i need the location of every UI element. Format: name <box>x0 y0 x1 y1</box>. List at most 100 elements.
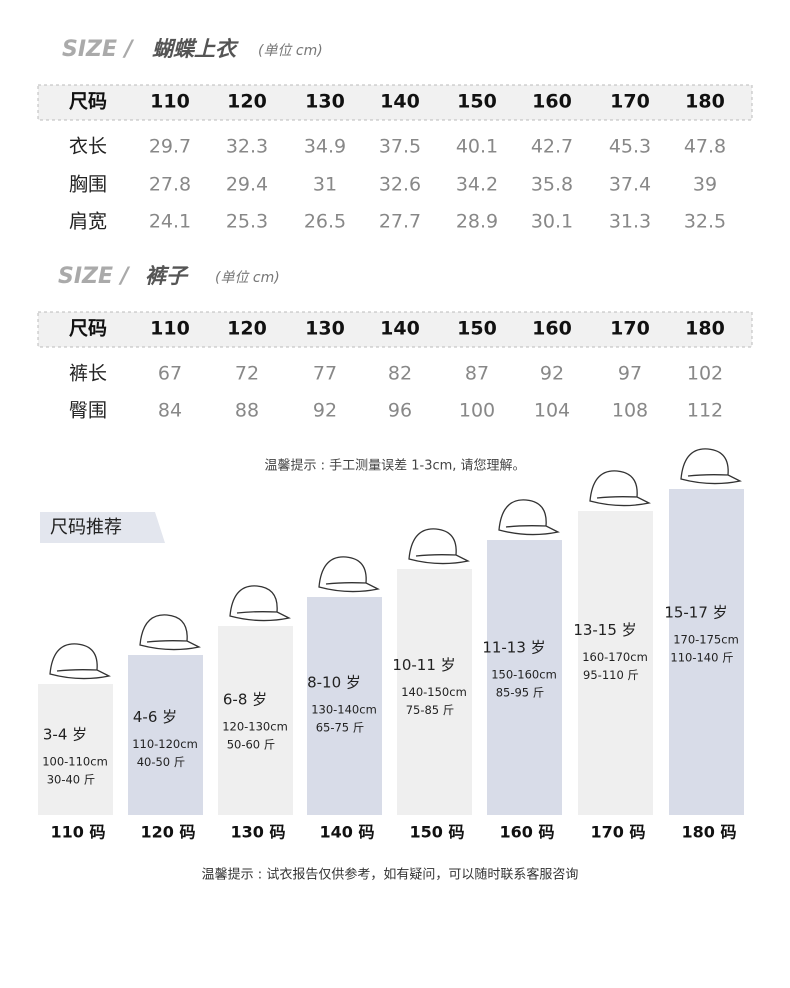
weight-range: 95-110 斤 <box>583 668 639 682</box>
header-cell: 130 <box>305 91 345 113</box>
cell: 100 <box>459 400 495 422</box>
height-range: 140-150cm <box>401 685 467 699</box>
cell: 92 <box>540 363 564 385</box>
row-label: 衣长 <box>69 136 107 158</box>
header-cell: 140 <box>380 91 420 113</box>
title-en: SIZE / <box>62 37 135 62</box>
hat-icon <box>229 585 291 622</box>
row-label: 裤长 <box>69 363 107 385</box>
title: 裤子 <box>145 264 189 288</box>
header-cell: 120 <box>227 318 267 340</box>
cell: 112 <box>687 400 723 422</box>
age: 6-8 岁 <box>223 691 267 709</box>
note: 温馨提示 : 试衣报告仅供参考，如有疑问，可以随时联系客服咨询 <box>202 867 579 883</box>
cell: 31 <box>313 174 337 196</box>
height-range: 130-140cm <box>311 702 377 716</box>
cell: 102 <box>687 363 723 385</box>
age: 11-13 岁 <box>482 639 545 657</box>
cell: 26.5 <box>304 211 346 233</box>
cell: 84 <box>158 400 182 422</box>
cell: 35.8 <box>531 174 573 196</box>
cell: 40.1 <box>456 136 498 158</box>
unit: (单位 cm) <box>215 270 280 286</box>
cell: 72 <box>235 363 259 385</box>
cell: 28.9 <box>456 211 498 233</box>
hat-icon <box>680 448 742 485</box>
note: 温馨提示 : 手工测量误差 1-3cm, 请您理解。 <box>264 458 525 474</box>
header-cell: 尺码 <box>69 91 107 113</box>
cell: 88 <box>235 400 259 422</box>
header-cell: 尺码 <box>69 318 107 340</box>
height-range: 170-175cm <box>673 633 739 647</box>
height-range: 150-160cm <box>491 668 557 682</box>
cell: 97 <box>618 363 642 385</box>
header-cell: 170 <box>610 91 650 113</box>
size-label: 110 码 <box>51 823 106 842</box>
cell: 32.3 <box>226 136 268 158</box>
section-title: 尺码推荐 <box>50 517 122 538</box>
bar <box>669 489 744 815</box>
cell: 39 <box>693 174 717 196</box>
hat-icon <box>408 528 470 565</box>
age: 4-6 岁 <box>133 708 177 726</box>
cell: 30.1 <box>531 211 573 233</box>
header-cell: 130 <box>305 318 345 340</box>
bar <box>38 684 113 815</box>
header-cell: 160 <box>532 318 572 340</box>
hat-icon <box>498 499 560 536</box>
bar <box>397 569 472 815</box>
cell: 32.6 <box>379 174 421 196</box>
cell: 108 <box>612 400 648 422</box>
weight-range: 65-75 斤 <box>316 720 365 734</box>
age: 15-17 岁 <box>664 604 727 622</box>
height-range: 120-130cm <box>222 720 288 734</box>
bar <box>487 540 562 815</box>
cell: 77 <box>313 363 337 385</box>
cell: 25.3 <box>226 211 268 233</box>
header-cell: 150 <box>457 91 497 113</box>
cell: 32.5 <box>684 211 726 233</box>
header-cell: 170 <box>610 318 650 340</box>
header-cell: 120 <box>227 91 267 113</box>
hat-icon <box>318 556 380 593</box>
bar <box>218 626 293 815</box>
size-label: 170 码 <box>591 823 646 842</box>
tag-bg <box>40 512 165 543</box>
cell: 87 <box>465 363 489 385</box>
cell: 104 <box>534 400 570 422</box>
header-cell: 140 <box>380 318 420 340</box>
header-cell: 160 <box>532 91 572 113</box>
cell: 29.7 <box>149 136 191 158</box>
header-cell: 150 <box>457 318 497 340</box>
header-band <box>37 84 753 121</box>
hat-icon <box>49 643 111 680</box>
bar <box>307 597 382 815</box>
size-label: 160 码 <box>500 823 555 842</box>
cell: 29.4 <box>226 174 268 196</box>
weight-range: 85-95 斤 <box>496 686 545 700</box>
header-cell: 110 <box>150 318 190 340</box>
title-en: SIZE / <box>58 264 131 289</box>
age: 3-4 岁 <box>43 726 87 744</box>
cell: 34.9 <box>304 136 346 158</box>
cell: 92 <box>313 400 337 422</box>
weight-range: 30-40 斤 <box>47 773 96 787</box>
row-label: 肩宽 <box>69 211 107 233</box>
weight-range: 75-85 斤 <box>406 703 455 717</box>
cell: 24.1 <box>149 211 191 233</box>
size-label: 120 码 <box>141 823 196 842</box>
cell: 47.8 <box>684 136 726 158</box>
cell: 27.8 <box>149 174 191 196</box>
hat-icon <box>589 470 651 507</box>
header-cell: 110 <box>150 91 190 113</box>
title: 蝴蝶上衣 <box>152 37 239 61</box>
weight-range: 40-50 斤 <box>137 755 186 769</box>
weight-range: 50-60 斤 <box>227 738 276 752</box>
bar <box>578 511 653 815</box>
cell: 34.2 <box>456 174 498 196</box>
header-band <box>37 311 753 348</box>
cell: 37.5 <box>379 136 421 158</box>
cell: 37.4 <box>609 174 651 196</box>
height-range: 160-170cm <box>582 650 648 664</box>
weight-range: 110-140 斤 <box>670 651 733 665</box>
